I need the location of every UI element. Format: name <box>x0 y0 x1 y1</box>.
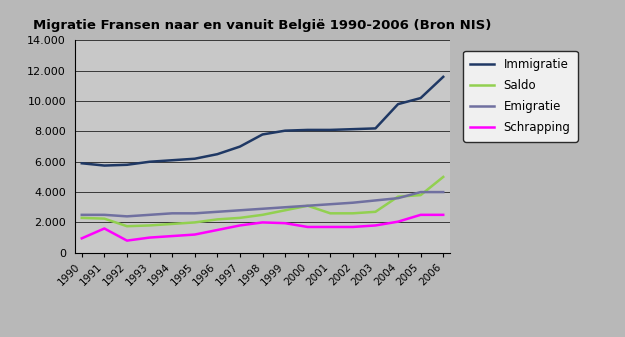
Saldo <box>439 175 447 179</box>
Immigratie <box>191 157 199 161</box>
Line: Immigratie: Immigratie <box>82 77 443 165</box>
Emigratie <box>304 204 311 208</box>
Saldo <box>394 194 402 198</box>
Immigratie <box>439 75 447 79</box>
Emigratie <box>191 211 199 215</box>
Schrapping <box>281 221 289 225</box>
Emigratie <box>214 210 221 214</box>
Schrapping <box>101 226 108 231</box>
Saldo <box>281 208 289 212</box>
Saldo <box>259 213 266 217</box>
Schrapping <box>78 236 86 240</box>
Schrapping <box>394 220 402 224</box>
Immigratie <box>304 128 311 132</box>
Emigratie <box>281 205 289 209</box>
Line: Emigratie: Emigratie <box>82 192 443 216</box>
Schrapping <box>123 239 131 243</box>
Immigratie <box>394 102 402 106</box>
Schrapping <box>191 233 199 237</box>
Immigratie <box>236 145 244 149</box>
Emigratie <box>146 213 153 217</box>
Saldo <box>191 220 199 224</box>
Immigratie <box>372 126 379 130</box>
Saldo <box>326 211 334 215</box>
Schrapping <box>326 225 334 229</box>
Schrapping <box>259 220 266 224</box>
Saldo <box>236 216 244 220</box>
Legend: Immigratie, Saldo, Emigratie, Schrapping: Immigratie, Saldo, Emigratie, Schrapping <box>463 51 578 142</box>
Saldo <box>304 204 311 208</box>
Emigratie <box>168 211 176 215</box>
Immigratie <box>417 96 424 100</box>
Emigratie <box>123 214 131 218</box>
Immigratie <box>214 152 221 156</box>
Saldo <box>78 216 86 220</box>
Immigratie <box>146 160 153 164</box>
Emigratie <box>417 190 424 194</box>
Schrapping <box>146 236 153 240</box>
Emigratie <box>236 208 244 212</box>
Immigratie <box>259 132 266 136</box>
Emigratie <box>349 201 357 205</box>
Immigratie <box>123 163 131 167</box>
Emigratie <box>259 207 266 211</box>
Emigratie <box>439 190 447 194</box>
Schrapping <box>439 213 447 217</box>
Immigratie <box>168 158 176 162</box>
Saldo <box>123 224 131 228</box>
Immigratie <box>326 128 334 132</box>
Saldo <box>372 210 379 214</box>
Line: Schrapping: Schrapping <box>82 215 443 241</box>
Schrapping <box>372 223 379 227</box>
Emigratie <box>78 213 86 217</box>
Line: Saldo: Saldo <box>82 177 443 226</box>
Saldo <box>146 223 153 227</box>
Title: Migratie Fransen naar en vanuit België 1990-2006 (Bron NIS): Migratie Fransen naar en vanuit België 1… <box>33 19 492 32</box>
Immigratie <box>101 163 108 167</box>
Saldo <box>101 217 108 221</box>
Schrapping <box>417 213 424 217</box>
Immigratie <box>78 161 86 165</box>
Emigratie <box>326 202 334 206</box>
Emigratie <box>101 213 108 217</box>
Emigratie <box>394 196 402 200</box>
Schrapping <box>349 225 357 229</box>
Saldo <box>349 211 357 215</box>
Immigratie <box>281 129 289 133</box>
Schrapping <box>168 234 176 238</box>
Schrapping <box>236 223 244 227</box>
Saldo <box>214 217 221 221</box>
Emigratie <box>372 198 379 203</box>
Schrapping <box>214 228 221 232</box>
Saldo <box>168 222 176 226</box>
Schrapping <box>304 225 311 229</box>
Immigratie <box>349 127 357 131</box>
Saldo <box>417 193 424 197</box>
